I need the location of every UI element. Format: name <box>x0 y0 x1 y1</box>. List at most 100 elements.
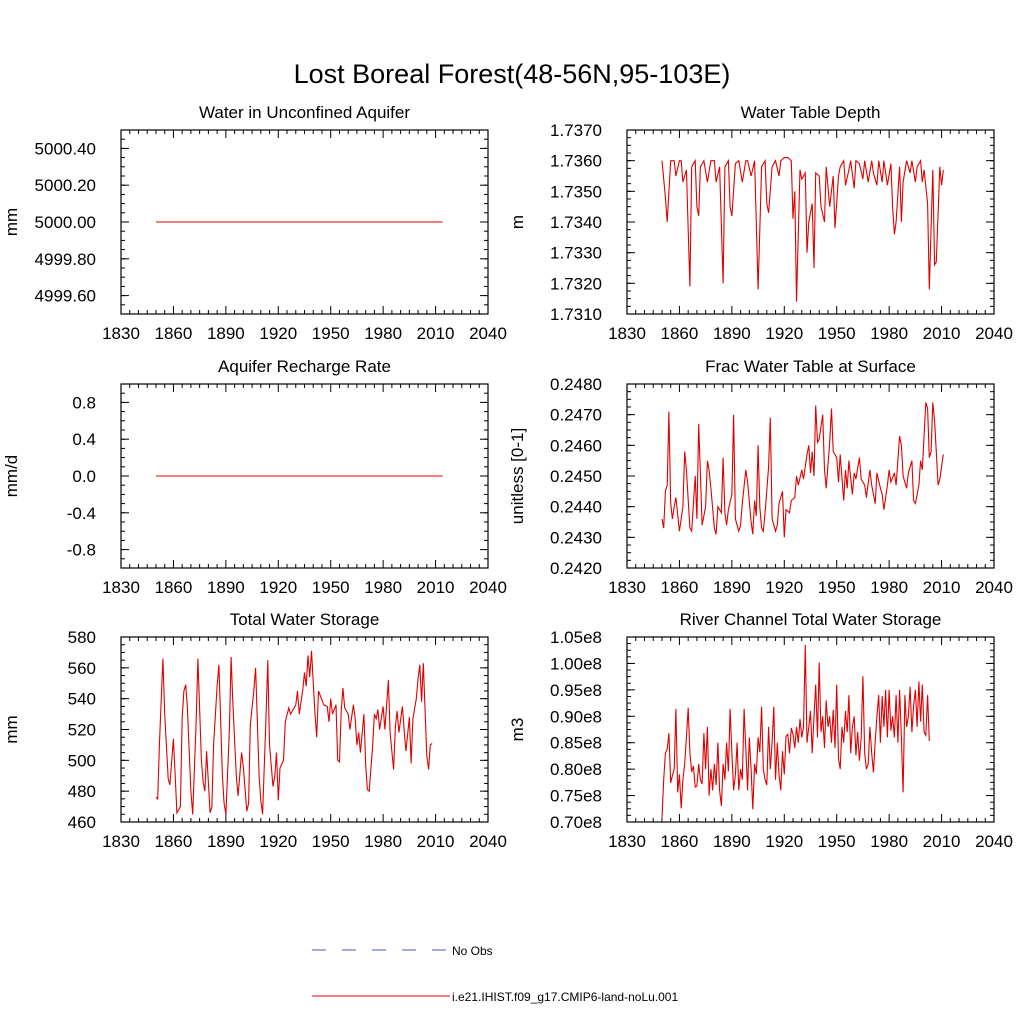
plot-frame <box>626 129 995 315</box>
y-tick-label: 0.8 <box>72 393 96 412</box>
y-axis-label: mm/d <box>2 455 21 498</box>
x-tick-label: 2010 <box>417 578 455 597</box>
y-tick-label: 0.2480 <box>550 375 602 394</box>
series-line <box>155 650 433 815</box>
x-tick-label: 1920 <box>765 832 803 851</box>
x-tick-label: 1920 <box>765 578 803 597</box>
series-line <box>661 157 944 302</box>
y-tick-label: 5000.40 <box>35 139 96 158</box>
x-tick-label: 1860 <box>155 832 193 851</box>
x-tick-label: 1950 <box>312 578 350 597</box>
x-tick-label: 2010 <box>923 578 961 597</box>
x-tick-label: 1830 <box>102 578 140 597</box>
y-tick-label: 0.70e8 <box>550 813 602 832</box>
y-tick-label: -0.4 <box>67 504 96 523</box>
y-tick-label: 0.80e8 <box>550 760 602 779</box>
panel-title: Total Water Storage <box>230 610 380 629</box>
y-tick-label: 0.2470 <box>550 406 602 425</box>
x-tick-label: 2010 <box>923 832 961 851</box>
legend: No Obs i.e21.IHIST.f09_g17.CMIP6-land-noL… <box>312 944 678 1004</box>
chart-panel: Water Table Depth m 1830 1860 1890 1920 1950 19… <box>508 103 1013 343</box>
x-tick-label: 1920 <box>259 324 297 343</box>
panels: Water in Unconfined Aquifer mm 1830 1860 189… <box>2 103 1013 851</box>
x-tick-label: 2040 <box>975 324 1013 343</box>
panel-title: River Channel Total Water Storage <box>680 610 942 629</box>
y-tick-label: -0.8 <box>67 541 96 560</box>
x-tick-label: 1980 <box>870 832 908 851</box>
y-tick-label: 500 <box>68 751 96 770</box>
y-tick-label: 1.7310 <box>550 305 602 324</box>
y-tick-label: 460 <box>68 813 96 832</box>
x-tick-label: 1920 <box>259 578 297 597</box>
x-tick-label: 2040 <box>469 832 507 851</box>
panel-title: Frac Water Table at Surface <box>705 357 916 376</box>
chart-panel: Frac Water Table at Surface unitless [0-1… <box>508 357 1013 597</box>
x-tick-label: 1830 <box>608 578 646 597</box>
y-tick-label: 580 <box>68 628 96 647</box>
y-tick-label: 540 <box>68 690 96 709</box>
y-tick-label: 4999.80 <box>35 250 96 269</box>
series-line <box>661 644 930 818</box>
chart-panel: Water in Unconfined Aquifer mm 1830 1860 189… <box>2 103 507 343</box>
y-axis-label: m3 <box>508 718 527 742</box>
chart-panel: River Channel Total Water Storage m3 1830 1… <box>508 610 1013 851</box>
y-tick-label: 560 <box>68 659 96 678</box>
chart-panel: Aquifer Recharge Rate mm/d 1830 1860 1890 192… <box>2 357 507 597</box>
x-tick-label: 1980 <box>870 324 908 343</box>
y-tick-label: 1.7350 <box>550 182 602 201</box>
y-axis-label: mm <box>2 208 21 236</box>
x-tick-label: 1950 <box>312 832 350 851</box>
x-tick-label: 1890 <box>207 832 245 851</box>
x-tick-label: 1950 <box>312 324 350 343</box>
y-tick-label: 1.05e8 <box>550 628 602 647</box>
x-tick-label: 1980 <box>364 832 402 851</box>
x-tick-label: 2010 <box>417 832 455 851</box>
x-tick-label: 1950 <box>818 324 856 343</box>
x-tick-label: 1980 <box>364 578 402 597</box>
x-tick-label: 1890 <box>207 578 245 597</box>
x-tick-label: 1980 <box>364 324 402 343</box>
x-tick-label: 1860 <box>155 578 193 597</box>
chart-panel: Total Water Storage mm 1830 1860 1890 1920 195… <box>2 610 507 851</box>
y-tick-label: 520 <box>68 721 96 740</box>
y-tick-label: 1.7360 <box>550 152 602 171</box>
y-tick-label: 1.7370 <box>550 121 602 140</box>
panel-title: Aquifer Recharge Rate <box>218 357 391 376</box>
x-tick-label: 1860 <box>661 578 699 597</box>
y-tick-label: 1.00e8 <box>550 654 602 673</box>
x-tick-label: 1830 <box>608 832 646 851</box>
y-tick-label: 5000.20 <box>35 176 96 195</box>
x-tick-label: 1890 <box>713 832 751 851</box>
x-tick-label: 1830 <box>608 324 646 343</box>
y-tick-label: 0.90e8 <box>550 707 602 726</box>
x-tick-label: 1830 <box>102 324 140 343</box>
y-tick-label: 0.2430 <box>550 528 602 547</box>
y-tick-label: 1.7340 <box>550 213 602 232</box>
x-tick-label: 1830 <box>102 832 140 851</box>
x-tick-label: 1860 <box>661 832 699 851</box>
y-tick-label: 0.0 <box>72 467 96 486</box>
x-tick-label: 2040 <box>469 578 507 597</box>
legend-label: No Obs <box>452 944 493 958</box>
panel-title: Water in Unconfined Aquifer <box>199 103 410 122</box>
x-tick-label: 1920 <box>259 832 297 851</box>
x-tick-label: 1950 <box>818 832 856 851</box>
x-tick-label: 1980 <box>870 578 908 597</box>
figure-title: Lost Boreal Forest(48-56N,95-103E) <box>294 59 731 89</box>
plot-frame <box>626 383 995 569</box>
series-line <box>661 402 944 538</box>
y-tick-label: 480 <box>68 782 96 801</box>
x-tick-label: 1920 <box>765 324 803 343</box>
y-tick-label: 1.7320 <box>550 274 602 293</box>
x-tick-label: 2040 <box>469 324 507 343</box>
x-tick-label: 1950 <box>818 578 856 597</box>
x-tick-label: 1890 <box>713 324 751 343</box>
x-tick-label: 2040 <box>975 578 1013 597</box>
y-tick-label: 0.2420 <box>550 559 602 578</box>
x-tick-label: 1860 <box>661 324 699 343</box>
legend-label: i.e21.IHIST.f09_g17.CMIP6-land-noLu.001 <box>452 990 678 1004</box>
y-tick-label: 0.75e8 <box>550 787 602 806</box>
y-axis-label: unitless [0-1] <box>508 428 527 524</box>
y-axis-label: mm <box>2 715 21 743</box>
